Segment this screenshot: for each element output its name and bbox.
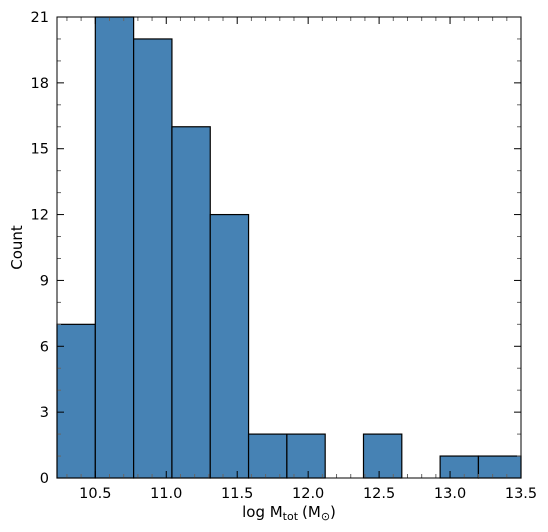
y-tick-label: 12: [31, 208, 49, 224]
x-tick-label: 11.5: [221, 486, 253, 502]
y-tick-label: 3: [40, 405, 49, 421]
histogram-bar: [56, 323, 96, 479]
bars-group: [56, 16, 522, 479]
histogram-bar: [94, 16, 135, 479]
histogram-bar: [133, 38, 173, 479]
y-tick-label: 9: [40, 273, 49, 289]
y-tick-label: 6: [40, 339, 49, 355]
x-tick-label: 11.0: [150, 486, 182, 502]
x-axis-label-sun: ⊙: [321, 510, 330, 523]
histogram-bar: [247, 433, 288, 479]
y-tick-label: 21: [31, 10, 49, 26]
x-axis-label-close: ): [330, 503, 336, 521]
x-tick-label: 13.5: [505, 486, 537, 502]
x-tick-label: 10.5: [79, 486, 111, 502]
histogram-bar: [362, 433, 403, 479]
x-tick-label: 12.5: [363, 486, 395, 502]
x-tick-label: 13.0: [434, 486, 466, 502]
y-tick-label: 18: [31, 76, 49, 92]
plot-frame: [56, 16, 522, 479]
histogram-bar: [286, 433, 326, 479]
x-axis-label: log Mtot (M⊙): [242, 503, 336, 523]
histogram-bar: [439, 455, 480, 479]
histogram-bar: [209, 213, 250, 479]
tick-labels-group: 10.5 11.0 11.5 12.0 12.5 13.0 13.5 0 3 6 9 12 15 18 21: [31, 10, 538, 502]
x-tick-label: 12.0: [292, 486, 324, 502]
x-axis-label-main: log M: [242, 503, 283, 521]
y-tick-label: 0: [40, 471, 49, 487]
y-tick-label: 15: [31, 142, 49, 158]
x-axis-label-subscript: tot: [283, 510, 299, 523]
histogram-bar: [477, 455, 522, 479]
histogram-bar: [171, 126, 211, 479]
y-axis-label: Count: [8, 225, 26, 270]
x-axis-label-unit: (M: [302, 503, 321, 521]
